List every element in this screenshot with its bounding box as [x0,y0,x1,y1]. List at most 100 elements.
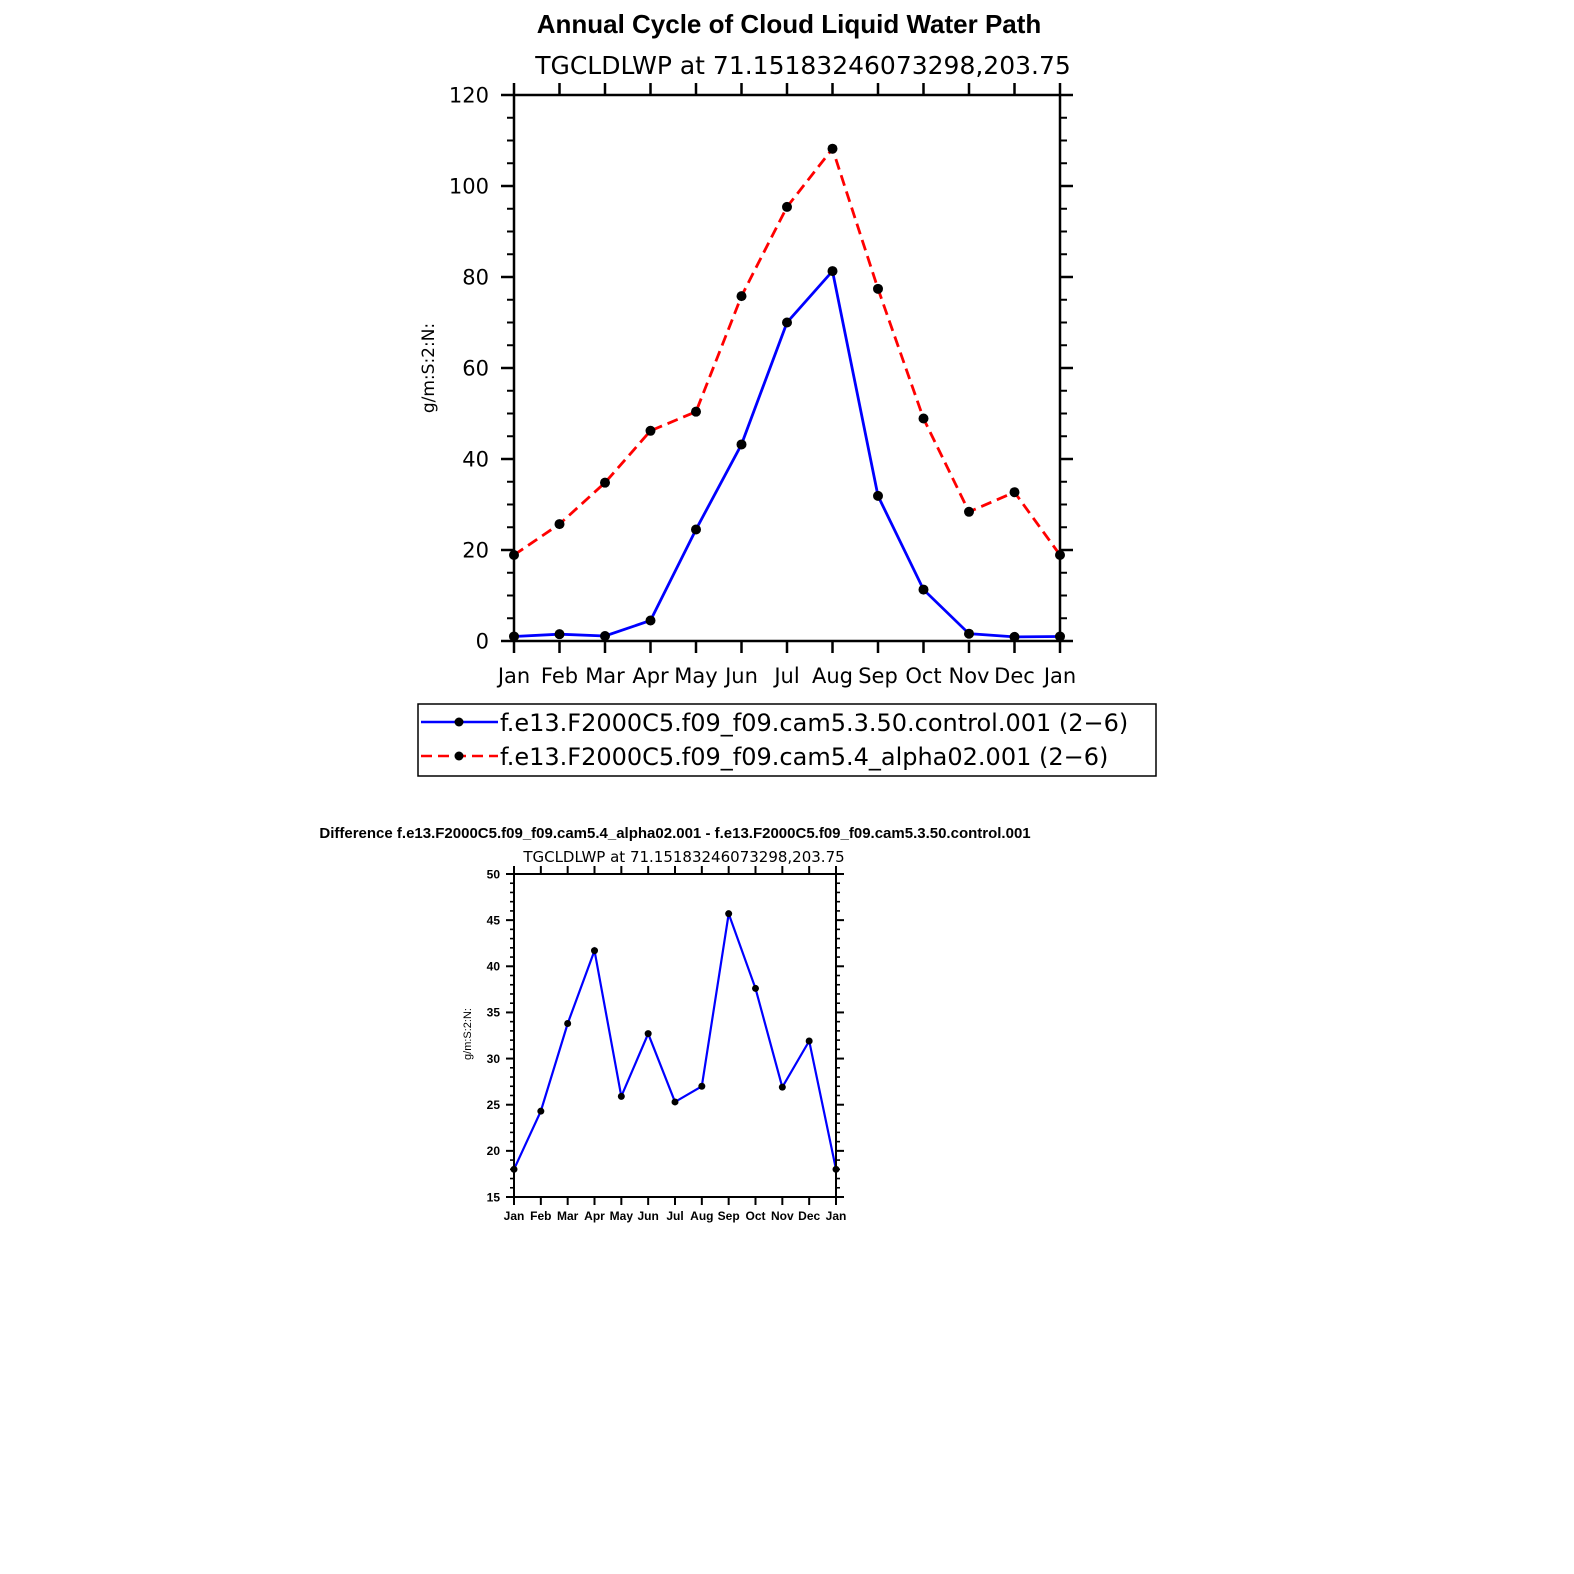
series-layer [509,143,1065,642]
series-0-point [725,910,733,918]
series-0-point [1009,631,1020,642]
series-0-point [778,1083,786,1091]
x-tick-label: Jul [666,1209,683,1223]
series-1-point [600,477,610,488]
diff-y-axis-label: g/m:S:2:N: [462,1008,474,1060]
series-0-point [805,1037,813,1045]
y-tick-label: 40 [487,960,501,974]
y-axis-label: g/m:S:2:N: [419,323,439,413]
series-0-point [873,490,883,501]
series-1-point [782,201,792,212]
diff-series-layer [510,910,840,1173]
y-tick-label: 80 [462,266,489,290]
x-tick-label: Feb [541,664,578,688]
series-1-point [554,519,565,530]
diff-plot-frame [513,873,837,1198]
y-tick-label: 45 [487,913,501,927]
x-tick-label: Jan [1042,664,1076,688]
legend-box [417,703,1157,777]
difference-chart: Difference f.e13.F2000C5.f09_f09.cam5.4_… [319,825,1030,1223]
plot-frame [512,93,1062,643]
series-0-point [752,984,759,992]
y-tick-label: 50 [487,867,501,881]
diff-chart-title: Difference f.e13.F2000C5.f09_f09.cam5.4_… [319,825,1030,842]
x-tick-label: Jan [826,1209,847,1223]
y-tick-label: 120 [449,84,489,108]
legend-label-control: f.e13.F2000C5.f09_f09.cam5.3.50.control.… [500,709,1128,737]
x-tick-label: Oct [745,1209,765,1223]
y-tick-label: 15 [487,1190,501,1204]
series-1-point [691,406,701,417]
x-tick-label: Jun [723,664,758,688]
x-tick-label: Dec [994,664,1035,688]
series-0-point [918,584,929,595]
x-tick-label: Mar [557,1209,579,1223]
x-tick-label: Nov [949,664,990,688]
x-tick-label: Mar [585,664,625,688]
x-tick-label: Aug [690,1209,713,1223]
x-tick-label: Aug [812,664,853,688]
diff-tick-marks [506,866,844,1205]
series-1-point [1009,487,1020,498]
legend-marker-control [454,717,464,727]
series-line-0 [513,913,838,1170]
x-tick-label: Jul [772,664,799,688]
y-tick-label: 60 [462,357,489,381]
legend-marker-alpha02 [454,751,464,761]
x-tick-label: Apr [584,1209,605,1223]
chart-title: Annual Cycle of Cloud Liquid Water Path [537,9,1042,39]
series-1-point [645,425,656,436]
series-0-point [691,524,701,535]
x-tick-labels: Jan Feb Mar Apr May Jun Jul Aug Sep Oct Nov Dec Jan [496,664,1076,688]
x-tick-label: Dec [798,1209,820,1223]
y-tick-label: 40 [462,448,489,472]
x-tick-label: Jan [496,664,530,688]
series-1-point [873,283,883,294]
series-0-point [782,317,792,328]
series-0-point [671,1098,679,1106]
series-0-point [964,628,974,639]
y-tick-labels: 0 20 40 60 80 100 120 [449,84,489,654]
chart-subtitle: TGCLDLWP at 71.15183246073298,203.75 [534,51,1071,80]
y-tick-label: 35 [487,1006,501,1020]
series-1-point [827,143,838,154]
diff-x-tick-labels: Jan Feb Mar Apr May Jun Jul Aug Sep Oct Nov Dec Jan [504,1209,847,1223]
diff-y-tick-labels: 15 20 25 30 35 40 45 50 [487,867,501,1204]
x-tick-label: Nov [771,1209,794,1223]
y-tick-label: 20 [487,1144,501,1158]
series-0-point [600,630,610,641]
series-0-point [698,1082,706,1090]
y-tick-label: 0 [476,630,489,654]
y-tick-label: 20 [462,539,489,563]
series-1-point [964,506,974,517]
y-tick-label: 25 [487,1098,501,1112]
x-tick-label: Oct [905,664,941,688]
x-tick-label: Sep [858,664,898,688]
x-tick-label: May [674,664,717,688]
series-0-point [591,947,598,955]
series-0-point [537,1107,545,1115]
x-tick-label: May [610,1209,634,1223]
legend-label-alpha02: f.e13.F2000C5.f09_f09.cam5.4_alpha02.001… [500,743,1108,771]
x-tick-label: Jun [637,1209,658,1223]
x-tick-label: Jan [504,1209,525,1223]
series-1-point [736,291,747,302]
diff-chart-subtitle: TGCLDLWP at 71.15183246073298,203.75 [522,848,844,866]
series-0-point [554,629,565,640]
series-0-point [564,1020,572,1028]
x-tick-label: Feb [530,1209,551,1223]
legend: f.e13.F2000C5.f09_f09.cam5.3.50.control.… [417,703,1157,777]
series-0-point [644,1030,652,1038]
series-1-point [918,413,929,424]
series-0-point [617,1092,625,1100]
series-0-point [827,266,838,277]
tick-marks [501,83,1073,653]
x-tick-label: Apr [632,664,669,688]
series-0-point [645,615,656,626]
annual-cycle-chart: Annual Cycle of Cloud Liquid Water Path … [417,9,1157,777]
series-0-point [736,439,747,450]
y-tick-label: 30 [487,1052,501,1066]
x-tick-label: Sep [718,1209,740,1223]
y-tick-label: 100 [449,175,489,199]
